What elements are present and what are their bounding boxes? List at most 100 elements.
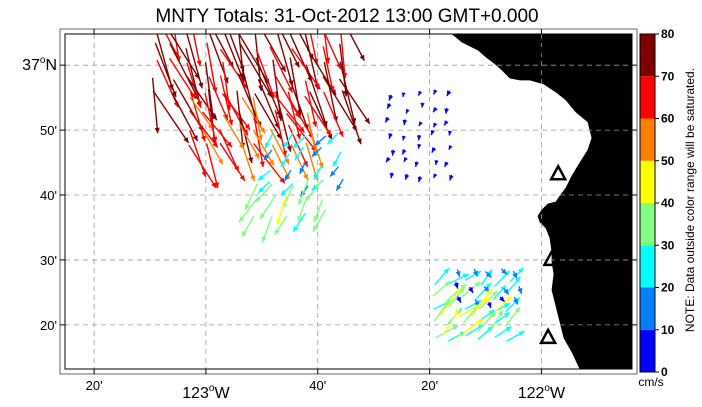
current-vector — [476, 311, 497, 333]
current-vector — [448, 144, 453, 150]
current-vector — [401, 135, 406, 141]
current-vector — [244, 183, 259, 211]
current-vector — [299, 162, 306, 175]
current-vector — [276, 195, 288, 225]
current-vector — [506, 330, 525, 342]
current-vector — [493, 269, 511, 288]
current-vector — [221, 93, 251, 131]
current-vector — [386, 103, 392, 109]
figure-title: MNTY Totals: 31-Oct-2012 13:00 GMT+0.000 — [155, 6, 538, 27]
colorbar-tick-label: 50 — [661, 154, 675, 168]
current-vector — [238, 198, 258, 223]
current-vector — [432, 173, 438, 179]
colorbar-segment — [640, 34, 655, 77]
lat-tick-label: 20' — [40, 318, 57, 333]
current-vector — [280, 153, 290, 168]
current-vector — [444, 107, 450, 114]
current-vector — [430, 130, 435, 136]
current-vector — [335, 178, 344, 192]
colorbar-tick-label: 10 — [661, 323, 675, 337]
current-vector — [432, 122, 438, 128]
current-vector — [186, 62, 202, 108]
colorbar-tick-label: 80 — [661, 27, 675, 41]
current-vector — [283, 132, 294, 148]
current-vector — [388, 94, 394, 101]
colorbar-tick-label: 40 — [661, 196, 675, 210]
current-vector — [152, 90, 190, 144]
current-vector — [308, 125, 324, 169]
current-vector — [494, 311, 511, 325]
current-vector — [488, 309, 504, 334]
current-vector — [259, 195, 276, 220]
current-vector — [206, 143, 220, 189]
current-vector — [219, 142, 246, 182]
current-vector — [238, 110, 254, 164]
current-vector — [261, 216, 273, 243]
colorbar-tick-label: 30 — [661, 238, 675, 252]
current-vector — [264, 133, 274, 149]
current-vector — [297, 197, 308, 222]
current-vector — [449, 174, 454, 181]
current-vector — [448, 286, 466, 308]
current-vector — [433, 89, 438, 95]
colorbar-segment — [640, 160, 655, 203]
current-vector — [349, 34, 366, 62]
current-vector — [434, 267, 450, 286]
current-vector — [274, 95, 305, 133]
current-vector — [291, 48, 321, 90]
current-vector — [434, 160, 439, 166]
current-vector — [280, 183, 294, 197]
current-vector — [274, 215, 288, 236]
current-vector — [239, 123, 260, 160]
colorbar-unit: cm/s — [638, 375, 663, 389]
current-vector — [385, 156, 391, 163]
current-vector — [254, 93, 282, 140]
current-vector — [471, 288, 493, 317]
current-vector — [281, 34, 300, 68]
current-vector — [459, 297, 491, 318]
current-vector — [513, 296, 519, 305]
current-vector — [468, 286, 474, 294]
scale-bar-label: 10 km — [568, 234, 605, 249]
colorbar-segment — [640, 287, 655, 330]
current-vector — [517, 285, 523, 295]
lat-tick-label: 50' — [40, 123, 57, 138]
radar-site-marker — [562, 74, 581, 91]
current-vector — [154, 42, 177, 98]
current-vector — [404, 173, 410, 180]
current-vector — [401, 92, 406, 98]
lon-tick-label: 20' — [421, 378, 438, 393]
current-vector — [304, 95, 332, 137]
current-vector — [442, 308, 461, 335]
current-vector — [448, 273, 469, 285]
current-vector — [486, 301, 492, 309]
current-vector — [401, 149, 407, 155]
current-vector — [388, 133, 393, 139]
current-vector — [389, 172, 395, 179]
colorbar-tick-label: 60 — [661, 112, 675, 126]
current-vector — [252, 129, 275, 166]
current-vector — [204, 92, 218, 143]
current-vector — [241, 215, 255, 238]
lon-tick-label: 122oW — [518, 383, 566, 402]
current-vector — [338, 78, 371, 125]
lon-tick-label: 123oW — [182, 383, 230, 402]
current-vector — [417, 143, 422, 149]
current-vector — [456, 318, 484, 339]
current-vector — [192, 34, 202, 67]
colorbar-segment — [640, 329, 655, 372]
current-vector — [263, 149, 273, 161]
radar-site-marker — [542, 249, 561, 267]
current-vector — [314, 135, 327, 146]
current-vector — [447, 130, 453, 136]
current-vector — [443, 161, 449, 168]
current-vector — [292, 135, 306, 149]
current-vector — [151, 77, 160, 134]
current-vector — [219, 75, 234, 126]
current-vector — [414, 161, 420, 168]
colorbar-segment — [640, 203, 655, 246]
current-vector — [456, 296, 462, 303]
current-vector — [311, 146, 323, 158]
lon-tick-label: 20' — [86, 378, 103, 393]
